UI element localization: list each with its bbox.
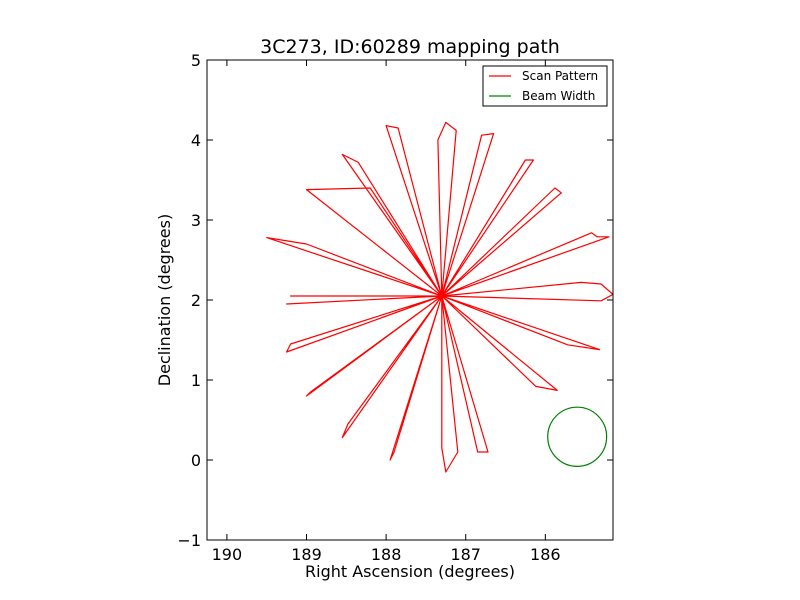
y-tick-label: 2 [191,291,201,310]
y-axis: −1 0 1 2 3 4 5 [177,51,613,550]
x-tick-label: 190 [212,545,243,564]
x-tick-label: 188 [371,545,402,564]
y-tick-label: −1 [177,531,201,550]
y-tick-label: 3 [191,211,201,230]
legend-box [482,65,608,107]
plot-frame [206,59,614,541]
plot-area [266,121,614,473]
legend-label-scan: Scan Pattern [522,69,598,83]
x-tick-label: 187 [450,545,481,564]
y-tick-label: 1 [191,371,201,390]
y-axis-label: Declination (degrees) [155,214,174,386]
y-tick-label: 0 [191,451,201,470]
legend: Scan Pattern Beam Width [482,65,608,107]
y-tick-label: 4 [191,131,201,150]
beam-width-circle [547,406,608,467]
x-tick-label: 189 [291,545,322,564]
y-tick-label: 5 [191,51,201,70]
x-axis-label: Right Ascension (degrees) [305,562,515,581]
x-axis: 190 189 188 187 186 [212,60,561,564]
legend-label-beam: Beam Width [522,89,595,103]
x-tick-label: 186 [530,545,561,564]
scan-pattern-line [266,121,614,473]
chart-title: 3C273, ID:60289 mapping path [260,36,560,58]
